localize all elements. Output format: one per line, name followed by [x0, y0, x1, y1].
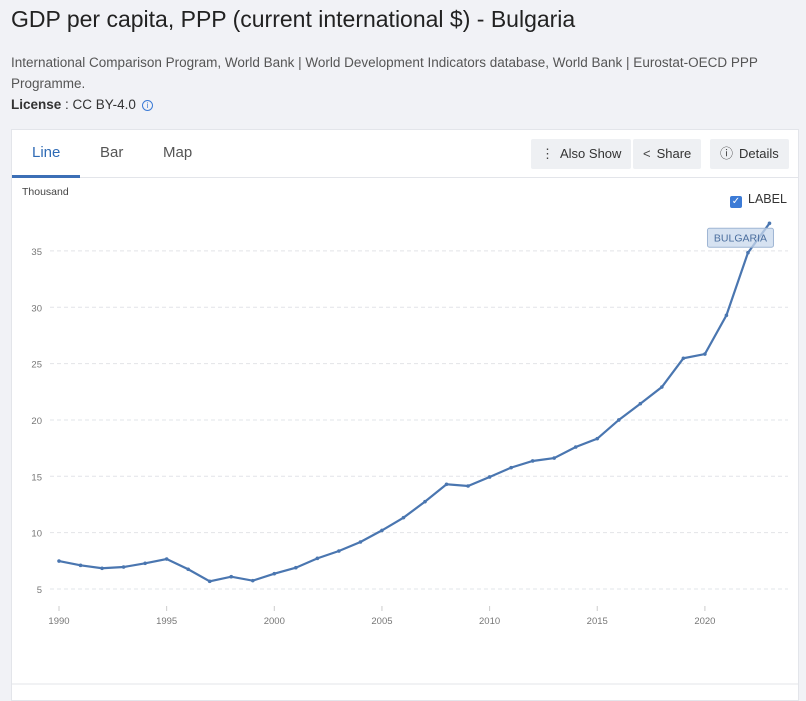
data-point [724, 313, 729, 318]
label-toggle-text: LABEL [748, 192, 787, 206]
license-label: License [11, 97, 62, 112]
data-point [767, 221, 772, 226]
also-show-button[interactable]: ⋮ Also Show [531, 139, 632, 169]
data-point [509, 465, 513, 470]
x-tick-label: 2000 [264, 616, 285, 627]
data-point [401, 515, 406, 520]
tab-line[interactable]: Line [32, 144, 61, 161]
data-point [315, 556, 320, 561]
page-title: GDP per capita, PPP (current internation… [11, 6, 576, 32]
data-point [681, 356, 686, 361]
data-point [746, 250, 750, 255]
data-point [380, 528, 384, 533]
y-tick-label: 35 [31, 247, 42, 258]
data-point [207, 579, 212, 584]
data-point [121, 565, 126, 569]
info-circle-icon: ⓘ [720, 146, 734, 161]
y-tick-label: 15 [31, 472, 42, 483]
tab-bar[interactable]: Bar [100, 144, 124, 161]
also-show-label: Also Show [560, 146, 622, 161]
info-icon[interactable]: i [141, 100, 153, 111]
data-point [703, 352, 707, 356]
data-point [164, 557, 169, 561]
data-point [595, 436, 600, 441]
details-label: Details [739, 146, 779, 161]
series-label-box [706, 227, 774, 248]
data-point [57, 559, 61, 563]
share-button[interactable]: < Share [633, 139, 702, 169]
license-value: : CC BY-4.0 [65, 97, 136, 112]
x-tick-label: 2010 [479, 616, 500, 627]
data-point [638, 401, 643, 406]
data-point [250, 578, 255, 583]
label-toggle[interactable]: ✓ LABEL [730, 192, 787, 208]
data-point [272, 571, 277, 576]
data-point [487, 475, 492, 479]
x-tick-label: 1990 [48, 616, 69, 627]
y-tick-label: 20 [31, 416, 42, 427]
share-icon: < [643, 146, 651, 161]
y-tick-label: 10 [31, 529, 42, 540]
data-point [444, 482, 449, 487]
active-tab-indicator [12, 175, 80, 178]
y-tick-label: 25 [31, 360, 42, 371]
x-tick-label: 2005 [371, 616, 392, 627]
data-point [423, 499, 427, 504]
data-point [552, 456, 556, 460]
data-point [530, 459, 535, 463]
data-point [573, 445, 578, 449]
data-point [358, 540, 363, 544]
y-tick-label: 5 [37, 585, 42, 596]
more-vertical-icon: ⋮ [541, 146, 554, 161]
data-point [186, 567, 190, 572]
data-point [660, 385, 664, 389]
data-point [294, 565, 298, 570]
share-label: Share [656, 146, 692, 161]
x-tick-label: 2015 [587, 616, 608, 627]
data-point [100, 566, 104, 571]
source-text: International Comparison Program, World … [11, 55, 758, 91]
data-point [337, 549, 341, 553]
series-line-bulgaria [58, 222, 771, 583]
y-axis-unit: Thousand [22, 186, 69, 198]
y-tick-label: 30 [31, 303, 42, 314]
data-point [78, 563, 83, 568]
data-point [143, 561, 147, 566]
series-label: BULGARIA [714, 232, 767, 244]
data-point [229, 574, 234, 579]
data-point [466, 484, 470, 488]
chart-card: Line Bar Map ⋮ Also Show < Share ⓘ Details … [11, 129, 799, 701]
x-tick-label: 2020 [694, 616, 715, 627]
tab-map[interactable]: Map [163, 144, 193, 161]
x-tick-label: 1995 [156, 616, 177, 627]
details-button[interactable]: ⓘ Details [710, 139, 789, 169]
line-chart: 5 10 15 20 25 30 35 1990 1995 2000 2005 2010 2015 202… [12, 221, 798, 685]
chart-tabs: Line Bar Map ⋮ Also Show < Share ⓘ Details [12, 130, 798, 178]
checkbox-checked-icon[interactable]: ✓ [730, 196, 742, 208]
license: License : CC BY-4.0 i [11, 97, 153, 112]
data-point [616, 418, 621, 422]
